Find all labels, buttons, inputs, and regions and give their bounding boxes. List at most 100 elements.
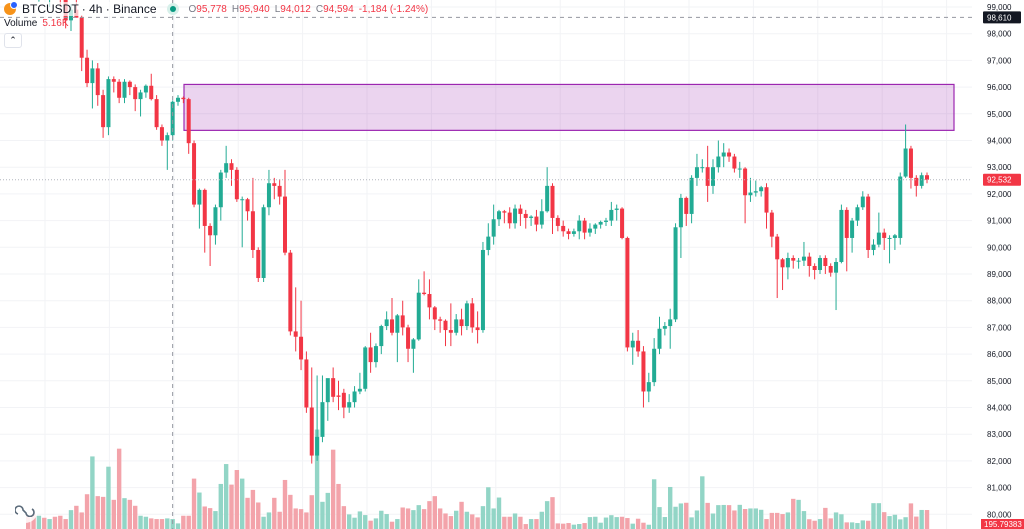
candle xyxy=(561,220,566,237)
volume-bar xyxy=(432,496,437,529)
candle-body xyxy=(470,303,475,328)
volume-legend: Volume 5.16K xyxy=(4,18,69,29)
candle xyxy=(636,330,641,357)
volume-bar xyxy=(758,509,764,529)
candle xyxy=(422,271,427,296)
candle xyxy=(791,255,796,269)
symbol-title[interactable]: BTCUSDT · 4h · Binance xyxy=(22,2,157,16)
candle xyxy=(165,132,170,170)
candle xyxy=(138,89,143,117)
volume-bar xyxy=(58,515,63,529)
candle xyxy=(224,145,229,178)
candle-body xyxy=(336,395,341,397)
price-tick-label: 95,000 xyxy=(987,110,1012,119)
candle xyxy=(668,308,673,349)
candle xyxy=(331,367,336,403)
volume-bar xyxy=(721,504,726,529)
candle xyxy=(775,233,780,299)
last-volume-tag-label: 195.79383 xyxy=(984,520,1022,529)
candle xyxy=(753,180,758,197)
volume-bar xyxy=(90,456,95,529)
candle-body xyxy=(523,213,528,218)
candle xyxy=(823,255,828,274)
candle xyxy=(357,372,362,395)
candle xyxy=(860,191,865,210)
candle xyxy=(347,394,352,413)
candle-body xyxy=(609,209,614,221)
candle-body xyxy=(652,348,657,383)
candle-body xyxy=(411,339,416,349)
price-tick-label: 99,000 xyxy=(987,3,1012,12)
candle xyxy=(801,241,806,266)
volume-bar xyxy=(298,509,304,529)
rectangle-drawing[interactable] xyxy=(183,83,955,131)
candle-body xyxy=(240,199,245,201)
volume-bar xyxy=(454,510,459,529)
candle xyxy=(529,215,534,226)
volume-bar xyxy=(213,511,218,529)
candle-body xyxy=(759,187,764,192)
volume-bar xyxy=(330,449,336,529)
candle xyxy=(197,188,202,229)
supply-zone-rectangle[interactable] xyxy=(183,83,955,131)
candle xyxy=(876,212,881,248)
volume-bar xyxy=(207,508,213,529)
candle-body xyxy=(234,169,239,200)
candle xyxy=(448,303,453,347)
candle xyxy=(737,161,742,178)
candle xyxy=(443,319,448,347)
volume-bar xyxy=(801,511,807,529)
candle xyxy=(908,145,913,189)
price-tick-label: 86,000 xyxy=(987,350,1012,359)
candle xyxy=(438,316,443,333)
volume-bar xyxy=(309,495,314,529)
volume-bar xyxy=(780,514,785,529)
candle-body xyxy=(395,315,400,333)
candle-body xyxy=(630,340,635,348)
high-label: H xyxy=(231,3,240,15)
volume-bar xyxy=(769,512,775,529)
candle xyxy=(480,241,485,333)
volume-bar xyxy=(352,517,357,529)
candle-body xyxy=(668,319,673,327)
tradingview-logo-icon[interactable] xyxy=(12,497,38,523)
candle-body xyxy=(427,294,432,308)
candle-body xyxy=(283,196,287,253)
candle-body xyxy=(149,85,154,100)
candle xyxy=(550,183,555,234)
candle-body xyxy=(154,99,159,128)
candle xyxy=(309,367,314,464)
volume-bar xyxy=(384,514,389,529)
candle xyxy=(464,300,469,331)
volume-bar xyxy=(336,483,341,529)
price-axis[interactable]: 99,000 98,000 97,000 96,000 95,000 94,000 93,0… xyxy=(981,3,1024,529)
candle xyxy=(866,193,871,258)
volume-bar xyxy=(534,519,539,529)
candle xyxy=(748,177,753,202)
volume-bar xyxy=(544,501,550,529)
candle xyxy=(111,76,116,93)
candle xyxy=(459,308,464,336)
volume-bar xyxy=(405,508,411,529)
volume-label[interactable]: Volume xyxy=(4,18,38,29)
candle xyxy=(630,332,635,365)
volume-bar xyxy=(651,479,657,529)
volume-bar xyxy=(662,517,668,529)
candle xyxy=(176,95,180,106)
volume-bar xyxy=(860,520,865,529)
volume-bar xyxy=(528,519,534,529)
volume-bar xyxy=(732,510,737,529)
candle-body xyxy=(299,336,304,360)
volume-bar xyxy=(887,516,892,529)
volume-bar xyxy=(111,499,116,529)
candle xyxy=(925,172,929,184)
candle-body xyxy=(507,212,512,224)
candle-body xyxy=(272,183,277,186)
candle-body xyxy=(711,167,715,186)
candle-body xyxy=(181,97,186,100)
candle-body xyxy=(502,211,507,213)
candle-body xyxy=(764,187,769,213)
collapse-legend-button[interactable]: ⌃ xyxy=(4,33,22,48)
volume-bar xyxy=(775,512,780,529)
